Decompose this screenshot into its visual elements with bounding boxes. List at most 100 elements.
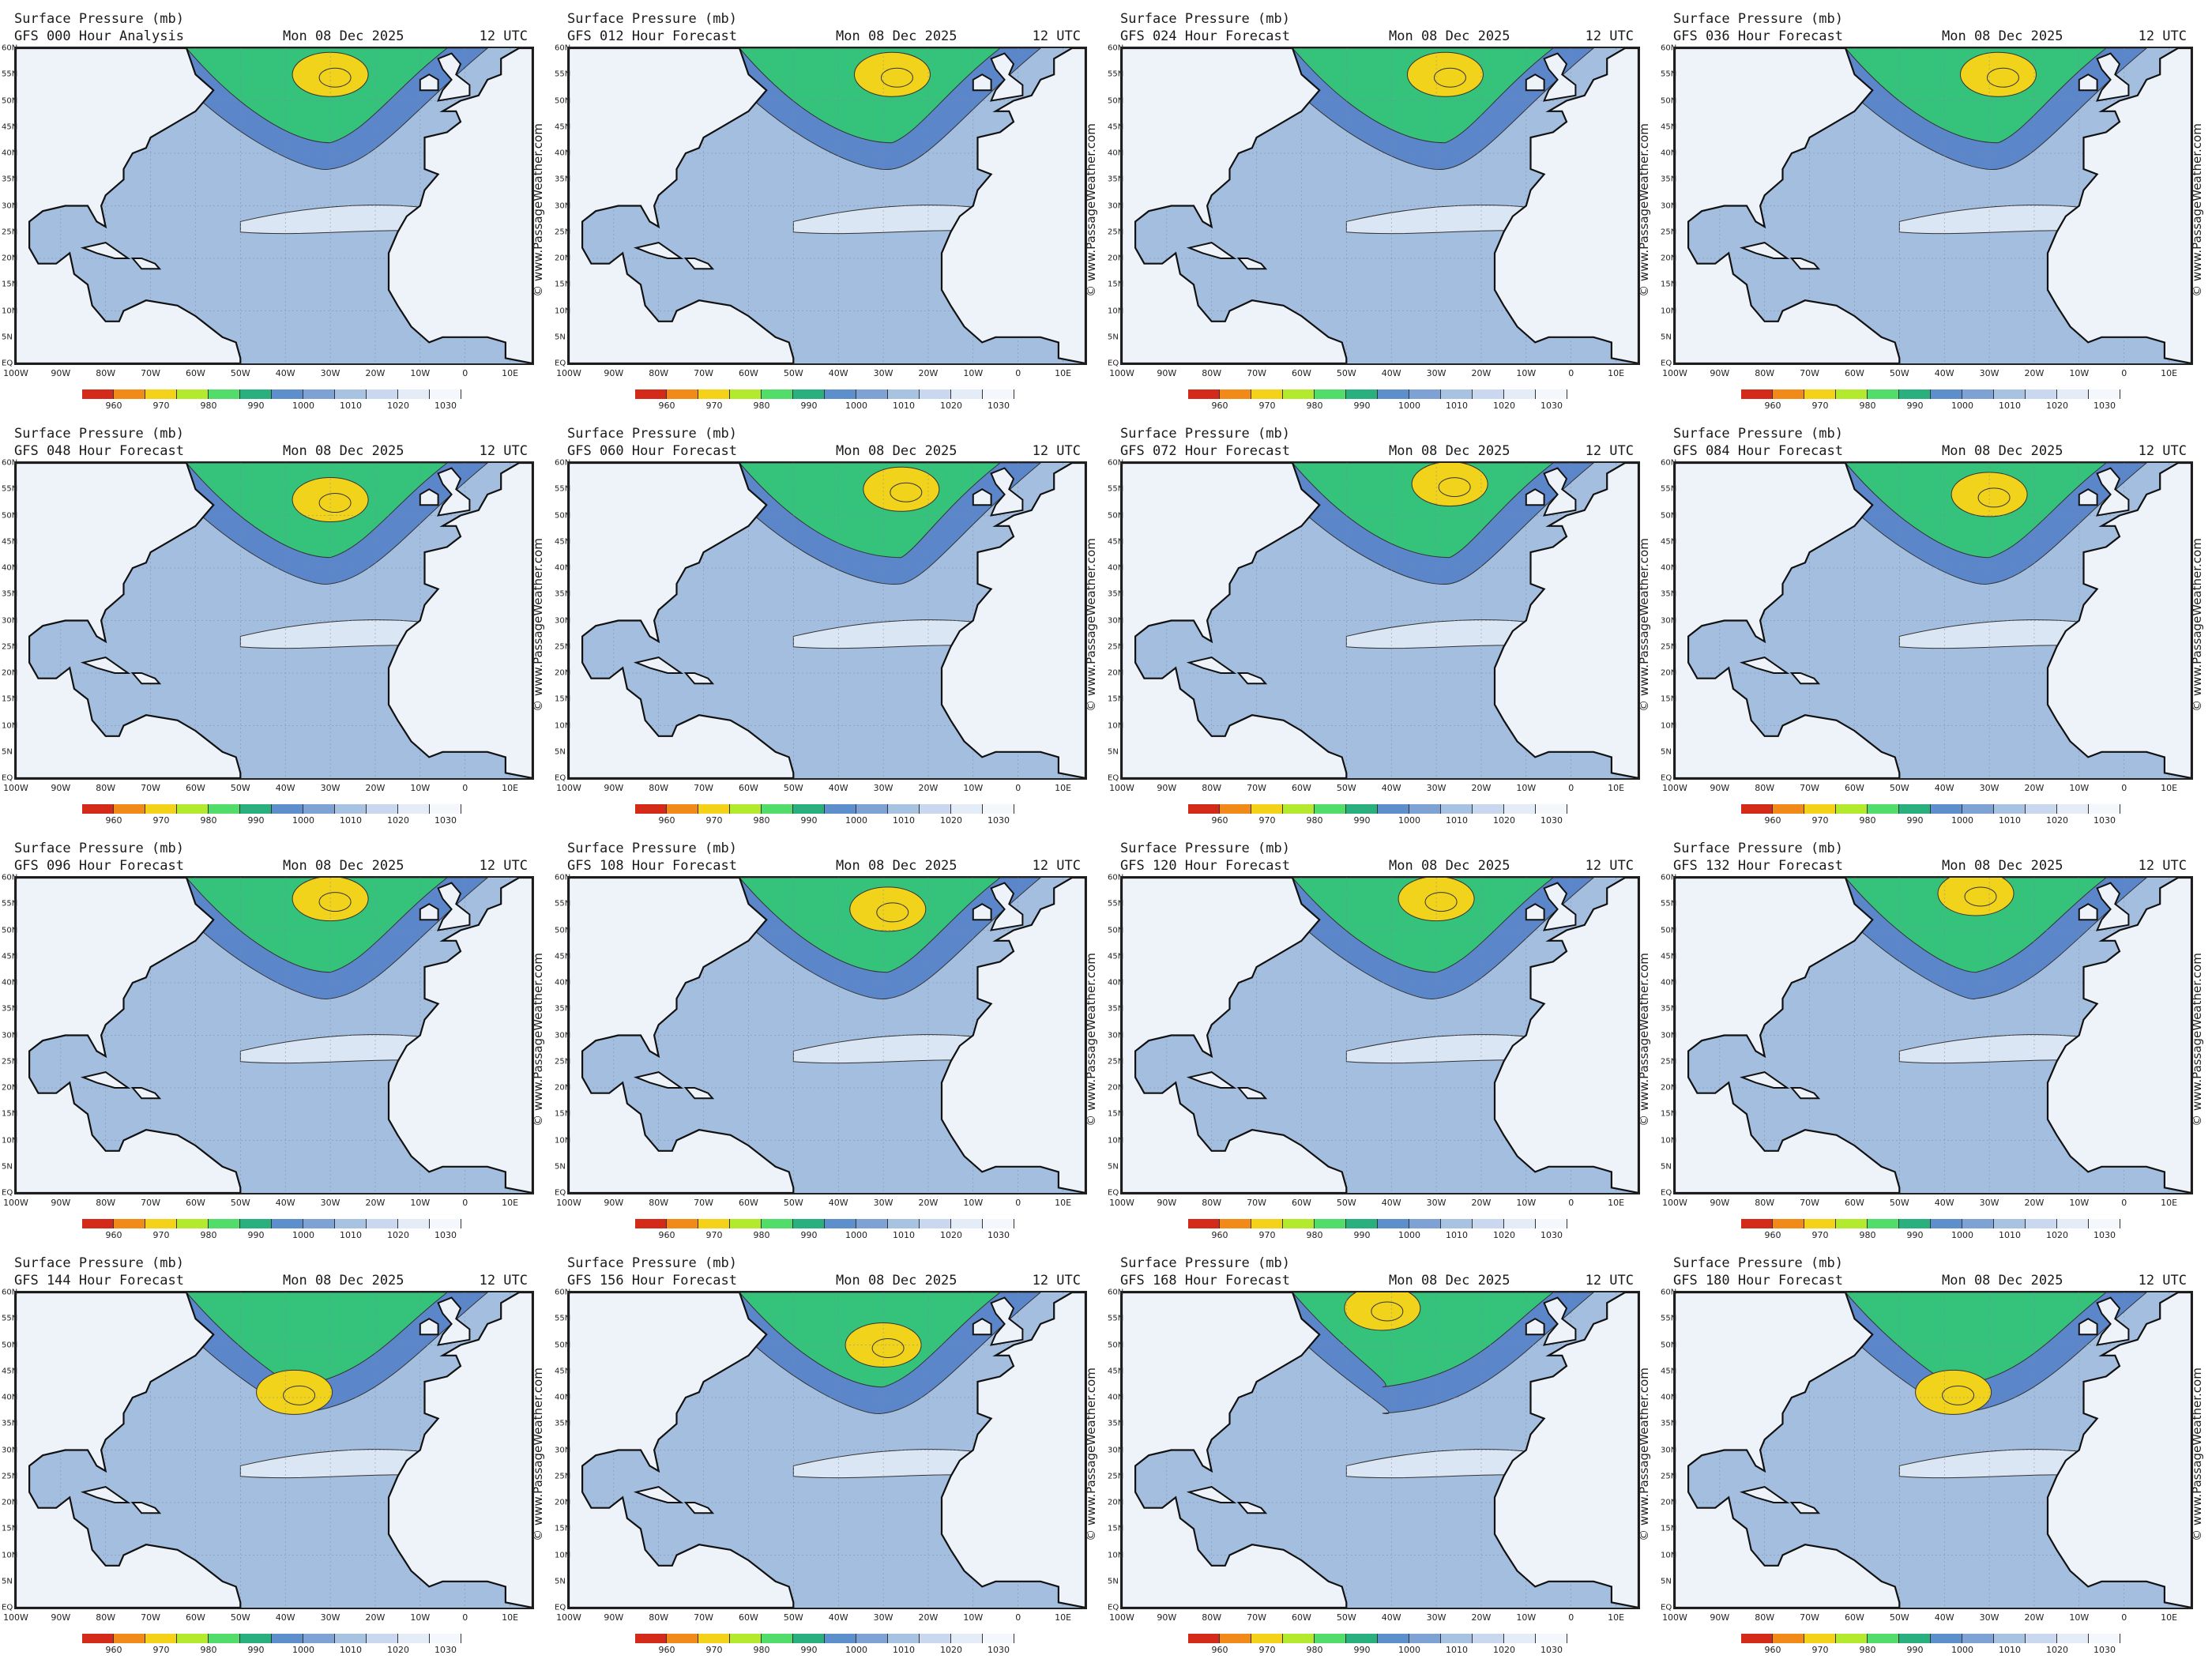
island — [1236, 1502, 1268, 1514]
colorbar-segment — [1283, 804, 1315, 814]
latitude-tick: 45N — [1108, 952, 1124, 961]
latitude-tick: 55N — [555, 899, 571, 908]
longitude-tick: 50W — [1336, 1198, 1356, 1208]
low-pressure-core — [1406, 51, 1484, 97]
latitude-tick: 60N — [1661, 458, 1677, 468]
colorbar-label: 1030 — [434, 1230, 457, 1240]
low-center-isobar — [890, 482, 923, 502]
latitude-tick: 35N — [1108, 175, 1124, 184]
longitude-tick: 60W — [739, 1612, 758, 1623]
latitude-tick: 15N — [1661, 280, 1677, 289]
longitude-tick: 10W — [963, 1612, 984, 1623]
trough-inner — [1292, 463, 1554, 559]
latitude-tick: 35N — [1108, 1419, 1124, 1428]
run-date: Mon 08 Dec 2025 — [836, 443, 957, 459]
latitude-tick: 10N — [555, 307, 571, 315]
colorbar-segment — [303, 804, 335, 814]
longitude-tick: 10W — [1516, 1612, 1537, 1623]
panel-subtitle-row: GFS 024 Hour Forecast Mon 08 Dec 2025 12 U… — [1120, 28, 1634, 44]
pressure-colorbar — [1741, 1219, 2120, 1228]
panel-title: Surface Pressure (mb) — [1120, 841, 1290, 856]
longitude-tick: 50W — [230, 368, 250, 378]
forecast-panel: Surface Pressure (mb) GFS 180 Hour Foreca… — [1659, 1244, 2212, 1659]
low-pressure-core — [1411, 463, 1488, 507]
longitude-tick: 0 — [1568, 368, 1574, 378]
longitude-tick: 100W — [556, 1612, 581, 1623]
latitude-tick: 45N — [555, 122, 571, 132]
pressure-map — [14, 1291, 534, 1609]
colorbar-label: 1030 — [1540, 401, 1563, 411]
pressure-colorbar — [635, 1634, 1014, 1643]
longitude-tick: 80W — [1202, 1198, 1222, 1208]
credit-text: © www.PassageWeather.com — [2190, 1367, 2204, 1541]
colorbar-label: 970 — [1811, 1645, 1829, 1655]
colorbar-segment — [1804, 1634, 1836, 1643]
latitude-tick: 60N — [1108, 43, 1124, 53]
latitude-tick: 55N — [1661, 899, 1677, 908]
longitude-tick: 30W — [1426, 1198, 1446, 1208]
colorbar-label: 980 — [753, 1645, 770, 1655]
colorbar-segment — [1220, 1634, 1251, 1643]
longitude-tick: 80W — [649, 368, 669, 378]
colorbar-label: 1030 — [988, 1645, 1010, 1655]
colorbar-segment — [1315, 1634, 1346, 1643]
longitude-tick: 0 — [1568, 1612, 1574, 1623]
island — [989, 467, 1024, 517]
latitude-tick: 35N — [555, 175, 571, 184]
colorbar-label: 1000 — [845, 815, 867, 826]
colorbar-label: 970 — [1811, 1230, 1829, 1240]
latitude-tick: EQ — [2, 1188, 13, 1198]
colorbar-segment — [983, 804, 1014, 814]
longitude-tick: 40W — [275, 1198, 295, 1208]
colorbar-label: 1010 — [893, 815, 915, 826]
colorbar-label: 1010 — [340, 815, 362, 826]
colorbar-segment — [730, 804, 762, 814]
colorbar-segment — [1504, 1634, 1536, 1643]
longitude-tick: 90W — [1157, 1612, 1177, 1623]
island — [1236, 672, 1268, 685]
colorbar-label: 1010 — [1446, 401, 1468, 411]
colorbar-label: 1020 — [2046, 815, 2068, 826]
latitude-tick: 35N — [1661, 589, 1677, 599]
colorbar-segment — [114, 804, 145, 814]
run-time: 12 UTC — [1585, 28, 1634, 44]
colorbar-segment — [430, 804, 461, 814]
longitude-tick: 50W — [1889, 1612, 1909, 1623]
colorbar-segment — [635, 804, 667, 814]
latitude-tick: 20N — [2, 1083, 18, 1093]
colorbar-segment — [1536, 1634, 1567, 1643]
panel-subtitle-row: GFS 096 Hour Forecast Mon 08 Dec 2025 12 U… — [14, 858, 528, 874]
latitude-tick: 55N — [1661, 70, 1677, 79]
colorbar-segment — [367, 389, 398, 399]
colorbar-segment — [1899, 804, 1931, 814]
longitude-tick: 50W — [230, 783, 250, 793]
longitude-tick: 100W — [1662, 783, 1687, 793]
latitude-tick: 5N — [1108, 333, 1119, 342]
longitude-tick: 0 — [2121, 1198, 2127, 1208]
colorbar-segment — [1283, 1219, 1315, 1228]
latitude-tick: 40N — [1661, 563, 1677, 573]
colorbar-segment — [209, 1634, 240, 1643]
colorbar-label: 980 — [1306, 401, 1323, 411]
island — [1236, 258, 1268, 270]
longitude-tick: 90W — [51, 1612, 71, 1623]
latitude-tick: 35N — [1108, 1004, 1124, 1014]
island — [972, 1318, 992, 1336]
latitude-tick: 45N — [555, 1367, 571, 1376]
colorbar-label: 960 — [658, 1645, 675, 1655]
latitude-tick: 25N — [1108, 1472, 1124, 1481]
longitude-tick: 60W — [186, 1198, 205, 1208]
panel-title: Surface Pressure (mb) — [1673, 11, 1843, 27]
colorbar-label: 1020 — [2046, 401, 2068, 411]
latitude-tick: 30N — [555, 201, 571, 210]
colorbar-label: 1030 — [434, 1645, 457, 1655]
latitude-tick: EQ — [2, 1603, 13, 1612]
longitude-tick: 40W — [828, 1198, 848, 1208]
colorbar-segment — [335, 389, 367, 399]
longitude-tick: 60W — [1292, 1198, 1311, 1208]
forecast-panel: Surface Pressure (mb) GFS 048 Hour Foreca… — [0, 415, 553, 830]
latitude-tick: EQ — [555, 359, 566, 368]
latitude-tick: 55N — [555, 1314, 571, 1323]
latitude-tick: 5N — [2, 747, 13, 757]
latitude-tick: 55N — [555, 484, 571, 494]
